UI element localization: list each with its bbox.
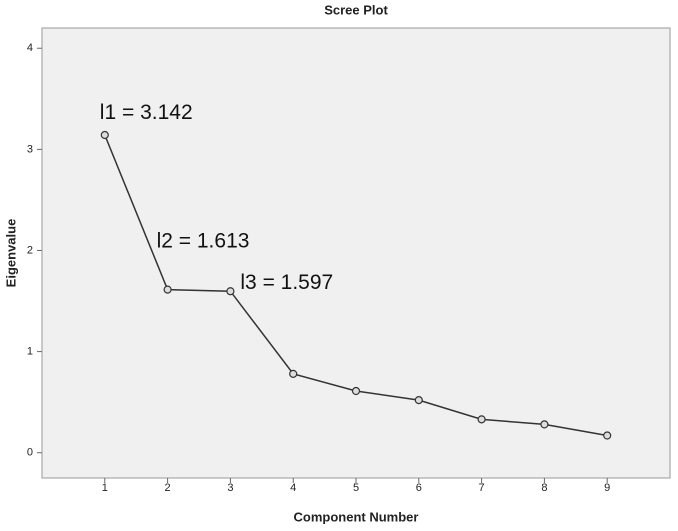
- annotation: l2 = 1.613: [157, 230, 250, 253]
- data-point: [540, 420, 549, 429]
- y-tick-label: 3: [27, 143, 33, 155]
- data-point: [163, 285, 172, 294]
- y-tick-label: 1: [27, 346, 33, 358]
- x-tick-label: 6: [416, 482, 422, 494]
- annotation: l1 = 3.142: [100, 101, 193, 124]
- data-point: [603, 431, 612, 440]
- x-tick-label: 5: [353, 482, 359, 494]
- data-point: [289, 369, 298, 378]
- data-point: [226, 287, 235, 296]
- y-tick-label: 2: [27, 244, 33, 256]
- x-tick-label: 4: [290, 482, 296, 494]
- data-point: [351, 386, 361, 396]
- data-point: [414, 396, 423, 405]
- annotation: l3 = 1.597: [240, 271, 333, 294]
- x-tick-label: 9: [604, 482, 610, 494]
- x-tick-label: 1: [102, 482, 108, 494]
- data-point: [100, 130, 109, 140]
- x-tick-label: 2: [165, 482, 171, 494]
- data-point: [477, 415, 486, 424]
- plot-area: [41, 27, 671, 479]
- x-axis-label: Component Number: [294, 509, 419, 524]
- y-tick-label: 4: [27, 42, 33, 54]
- x-tick-label: 3: [227, 482, 233, 494]
- x-tick-label: 7: [479, 482, 485, 494]
- y-axis-label: Eigenvalue: [3, 219, 18, 288]
- y-tick-label: 0: [27, 447, 33, 459]
- chart-title: Scree Plot: [324, 2, 388, 17]
- x-tick-label: 8: [541, 482, 547, 494]
